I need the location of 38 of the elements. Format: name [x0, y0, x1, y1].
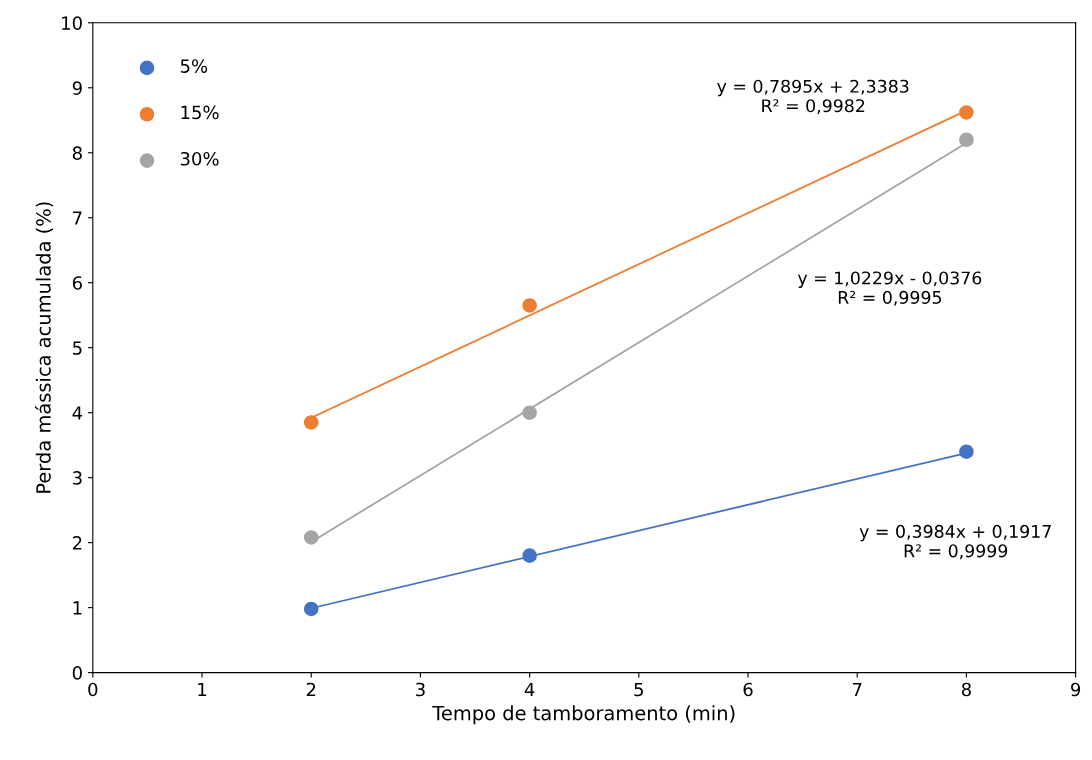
annotation: y = 0,7895x + 2,3383 R² = 0,9982: [717, 79, 909, 115]
point: [303, 601, 319, 617]
legend-label: 5%: [180, 59, 208, 73]
x-tick-label: 9: [1071, 682, 1081, 697]
x-tick-label: 0: [88, 682, 98, 697]
y-tick-label: 5: [73, 341, 82, 355]
point: [959, 444, 974, 459]
legend-label: 15%: [181, 105, 219, 120]
y-tick-label: 4: [72, 406, 83, 420]
y-tick-label: 1: [73, 601, 82, 615]
point: [303, 415, 319, 430]
x-tick-label: 5: [634, 682, 643, 697]
x-tick-label: 1: [198, 682, 207, 697]
annotation: y = 0,3984x + 0,1917 R² = 0,9999: [859, 524, 1051, 560]
y-axis-title: Perda mássica acumulada (%): [34, 202, 54, 493]
point: [959, 132, 974, 148]
x-tick-label: 6: [743, 682, 753, 697]
y-tick-label: 8: [72, 146, 82, 160]
y-tick-label: 9: [72, 81, 82, 95]
y-tick-label: 3: [72, 471, 82, 485]
point: [522, 405, 537, 420]
legend-label: 30%: [180, 151, 219, 166]
x-axis-title: Tempo de tamboramento (min): [432, 705, 735, 725]
point: [303, 530, 319, 545]
y-tick-label: 2: [72, 536, 82, 550]
point: [522, 298, 537, 313]
x-tick-label: 2: [306, 682, 316, 697]
point: [522, 548, 537, 563]
x-tick-label: 7: [852, 682, 862, 697]
y-tick-label: 10: [62, 16, 82, 30]
y-tick-label: 0: [72, 666, 82, 680]
y-tick-label: 7: [73, 211, 82, 225]
point: [959, 105, 974, 120]
annotation: y = 1,0229x - 0,0376 R² = 0,9995: [797, 271, 982, 306]
x-tick-label: 8: [961, 682, 971, 697]
y-tick-label: 6: [72, 276, 82, 290]
x-tick-label: 3: [416, 682, 425, 697]
x-tick-label: 4: [524, 682, 535, 697]
